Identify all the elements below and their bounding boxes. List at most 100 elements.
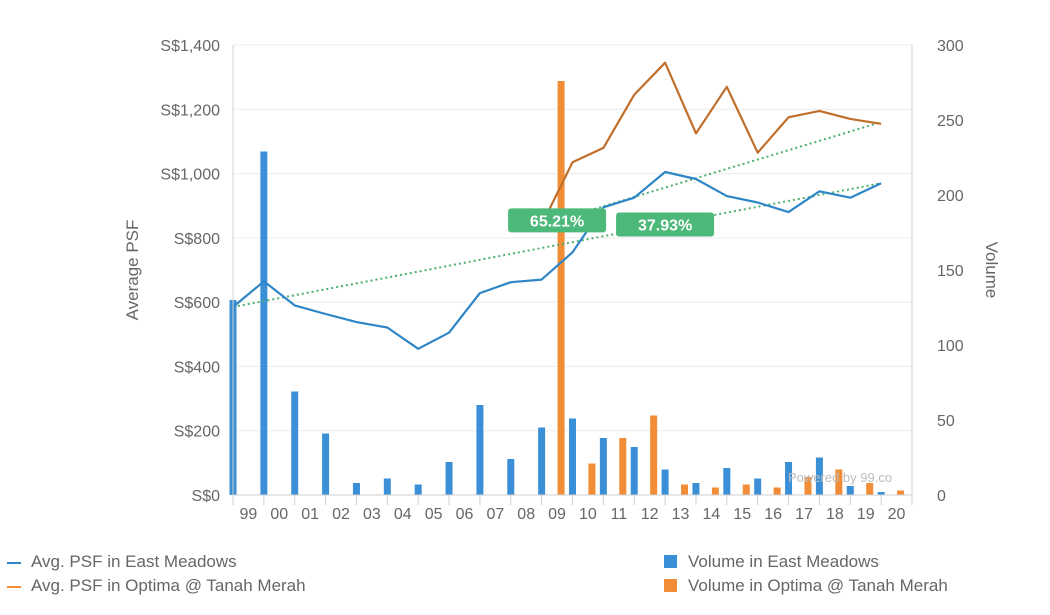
growth-badges: 37.93% 65.21% xyxy=(508,208,715,237)
y-right-tick-label: 100 xyxy=(937,338,964,355)
east-meadows-psf-line xyxy=(232,170,882,350)
east-meadows-volume-bar xyxy=(599,438,607,495)
east-meadows-volume-bar xyxy=(352,483,360,495)
y-left-tick-label: S$800 xyxy=(174,231,220,248)
east-meadows-volume-bar xyxy=(754,478,762,495)
psf-lines xyxy=(232,61,882,350)
east-meadows-volume-bar xyxy=(291,391,299,495)
y-left-tick-label: S$0 xyxy=(192,488,221,505)
x-tick-label: 14 xyxy=(702,506,720,523)
x-tick-label: 03 xyxy=(363,506,381,523)
east-meadows-volume-bar xyxy=(538,427,546,495)
growth-badge xyxy=(616,212,715,237)
legend-square-swatch xyxy=(664,579,677,592)
optima-volume-bar xyxy=(681,484,689,495)
x-tick-label: 08 xyxy=(517,506,535,523)
optima-volume-bar xyxy=(897,490,905,495)
east-meadows-volume-bar xyxy=(445,462,453,495)
optima-volume-bar xyxy=(711,487,719,495)
y-right-tick-label: 200 xyxy=(937,188,964,205)
legend-item[interactable]: Volume in Optima @ Tanah Merah xyxy=(664,576,948,596)
optima-volume-bar xyxy=(866,483,874,495)
trend-lines xyxy=(232,121,882,308)
east-meadows-volume-bar xyxy=(661,469,669,495)
east-meadows-trend-line xyxy=(232,182,882,308)
x-tick-label: 17 xyxy=(795,506,813,523)
x-tick-label: 04 xyxy=(394,506,412,523)
east-meadows-volume-bar xyxy=(785,462,793,495)
x-tick-label: 10 xyxy=(579,506,597,523)
optima-volume-bar xyxy=(773,487,781,495)
x-tick-label: 09 xyxy=(548,506,566,523)
x-tick-label: 13 xyxy=(672,506,690,523)
x-tick-label: 99 xyxy=(240,506,258,523)
optima-trend-line xyxy=(541,121,882,226)
east-meadows-volume-bar xyxy=(877,492,885,495)
x-tick-label: 12 xyxy=(641,506,659,523)
y-right-tick-label: 150 xyxy=(937,263,964,280)
y-left-tick-label: S$1,200 xyxy=(160,102,220,119)
y-right-axis-title: Volume xyxy=(982,242,1001,299)
optima-volume-bar xyxy=(835,469,843,495)
east-meadows-volume-bar xyxy=(414,484,422,495)
axes: S$0 S$200 S$400 S$600 S$800 S$1,000 S$1,200 S$1… xyxy=(160,38,963,523)
legend-line-swatch xyxy=(7,585,21,588)
x-tick-label: 00 xyxy=(270,506,288,523)
east-meadows-volume-bar xyxy=(383,478,391,495)
optima-volume-bar xyxy=(588,463,596,495)
x-tick-label: 05 xyxy=(425,506,443,523)
east-meadows-volume-bar xyxy=(815,457,823,495)
legend-item[interactable]: Volume in East Meadows xyxy=(664,552,879,572)
east-meadows-volume-bar xyxy=(476,405,484,495)
x-tick-label: 02 xyxy=(332,506,350,523)
y-left-tick-label: S$1,000 xyxy=(160,167,220,184)
legend-label: Avg. PSF in Optima @ Tanah Merah xyxy=(31,576,306,595)
east-meadows-volume-bar xyxy=(569,418,576,495)
optima-psf-line xyxy=(540,61,882,226)
east-meadows-volume-bar xyxy=(260,151,268,495)
growth-badge xyxy=(508,208,607,233)
x-tick-label: 16 xyxy=(764,506,782,523)
legend-line-swatch xyxy=(7,561,21,564)
x-tick-label: 06 xyxy=(456,506,474,523)
optima-volume-bar xyxy=(804,477,812,495)
east-meadows-volume-bar xyxy=(723,468,731,495)
east-meadows-volume-bar xyxy=(692,483,700,495)
volume-bars xyxy=(229,81,905,495)
legend-square-swatch xyxy=(664,555,677,568)
watermark-text: Powered by 99.co xyxy=(788,470,892,485)
optima-volume-bar xyxy=(650,415,658,495)
x-tick-label: 01 xyxy=(301,506,319,523)
y-left-tick-label: S$600 xyxy=(174,295,220,312)
y-left-axis-title: Average PSF xyxy=(123,220,142,321)
legend-label: Volume in Optima @ Tanah Merah xyxy=(688,576,948,595)
optima-volume-bar xyxy=(557,81,565,495)
x-tick-label: 19 xyxy=(857,506,875,523)
east-meadows-volume-bar xyxy=(322,433,330,495)
x-tick-label: 20 xyxy=(888,506,906,523)
y-left-tick-label: S$200 xyxy=(174,424,220,441)
growth-badge-label: 65.21% xyxy=(530,213,584,230)
optima-volume-bar xyxy=(619,438,627,495)
east-meadows-volume-bar xyxy=(846,486,854,495)
growth-badge-label: 37.93% xyxy=(638,217,692,234)
x-tick-label: 11 xyxy=(610,506,627,523)
optima-volume-bar xyxy=(742,484,750,495)
east-meadows-volume-bar xyxy=(507,459,515,495)
y-right-tick-label: 250 xyxy=(937,113,964,130)
y-right-tick-label: 300 xyxy=(937,38,964,55)
y-right-tick-label: 50 xyxy=(937,413,955,430)
y-left-tick-label: S$1,400 xyxy=(160,38,220,55)
east-meadows-volume-bar xyxy=(630,447,638,495)
x-tick-label: 15 xyxy=(733,506,751,523)
y-left-tick-label: S$400 xyxy=(174,359,220,376)
legend-label: Volume in East Meadows xyxy=(688,552,879,571)
grid-lines xyxy=(233,44,912,496)
legend-item[interactable]: Avg. PSF in East Meadows xyxy=(7,552,237,572)
x-tick-label: 07 xyxy=(486,506,504,523)
legend-label: Avg. PSF in East Meadows xyxy=(31,552,237,571)
legend-item[interactable]: Avg. PSF in Optima @ Tanah Merah xyxy=(7,576,306,596)
y-right-tick-label: 0 xyxy=(937,488,946,505)
x-tick-label: 18 xyxy=(826,506,844,523)
